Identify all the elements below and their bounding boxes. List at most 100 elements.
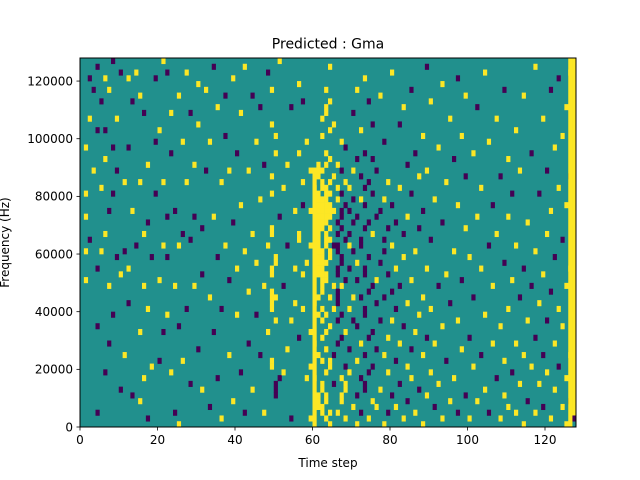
heatmap-cell — [486, 409, 492, 416]
heatmap-cell — [386, 369, 391, 376]
heatmap-cell — [452, 156, 457, 163]
heatmap-cell — [242, 409, 247, 416]
heatmap-cell — [335, 340, 340, 347]
heatmap-cell — [300, 305, 306, 312]
heatmap-cell — [525, 219, 530, 226]
chart-title: Predicted : Gma — [272, 37, 384, 53]
heatmap-cell — [320, 259, 325, 266]
heatmap-cell — [250, 92, 255, 99]
heatmap-cell — [378, 207, 383, 214]
heatmap-cell — [343, 328, 348, 336]
heatmap-cell — [393, 357, 399, 364]
heatmap-cell — [289, 104, 294, 111]
heatmap-cell — [382, 236, 387, 243]
heatmap-cell — [320, 115, 325, 122]
heatmap-cell — [362, 184, 368, 191]
heatmap-cell — [316, 259, 321, 266]
heatmap-cell — [324, 190, 329, 197]
heatmap-cell — [258, 196, 263, 203]
heatmap-cell — [564, 375, 569, 382]
heatmap-cell — [409, 346, 414, 353]
heatmap-cell — [273, 386, 278, 393]
heatmap-cell — [316, 161, 321, 168]
heatmap-cell — [517, 380, 523, 387]
heatmap-cell — [316, 242, 321, 249]
heatmap-cell — [103, 127, 108, 134]
heatmap-cell — [436, 282, 441, 289]
heatmap-cell — [335, 219, 340, 226]
x-tick-label: 40 — [227, 433, 242, 447]
heatmap-cell — [545, 317, 550, 324]
heatmap-cell — [328, 248, 333, 255]
heatmap-cell — [87, 236, 92, 243]
heatmap-cell — [440, 323, 445, 330]
heatmap-cell — [351, 317, 356, 324]
heatmap-cell — [122, 352, 127, 359]
heatmap-cell — [564, 282, 569, 289]
heatmap-cell — [560, 236, 565, 243]
heatmap-cell — [285, 242, 290, 249]
heatmap-cell — [335, 248, 340, 255]
heatmap-cell — [328, 409, 333, 416]
heatmap-cell — [366, 254, 371, 261]
heatmap-cell — [339, 392, 344, 399]
heatmap-cell — [390, 288, 395, 295]
heatmap-cell — [188, 380, 193, 387]
heatmap-cell — [362, 305, 368, 312]
heatmap-cell — [238, 202, 244, 209]
heatmap-cell — [471, 294, 476, 301]
heatmap-cell — [370, 328, 375, 336]
heatmap-cell — [215, 375, 220, 382]
heatmap-cell — [343, 380, 348, 387]
heatmap-cell — [347, 369, 352, 376]
heatmap-cell — [320, 357, 325, 364]
heatmap-cell — [273, 317, 278, 324]
heatmap-cell — [401, 323, 406, 330]
heatmap-cell — [471, 150, 476, 157]
heatmap-cell — [506, 403, 511, 411]
heatmap-cell — [424, 392, 430, 399]
heatmap-cell — [428, 305, 433, 312]
heatmap-cell — [498, 323, 503, 330]
heatmap-cell — [351, 196, 356, 203]
heatmap-cell — [316, 352, 321, 359]
heatmap-cell — [401, 104, 406, 111]
heatmap-cell — [300, 202, 306, 209]
heatmap-cell — [316, 190, 321, 197]
heatmap-cell — [258, 104, 263, 111]
heatmap-cell — [390, 202, 395, 209]
heatmap-cell — [413, 150, 418, 157]
heatmap-cell — [556, 363, 561, 370]
heatmap-cell — [328, 127, 333, 134]
heatmap-cell — [382, 138, 387, 145]
heatmap-cell — [393, 265, 399, 272]
heatmap-cell — [397, 184, 402, 191]
heatmap-cell — [525, 398, 530, 405]
heatmap-cell — [246, 340, 251, 347]
heatmap-cell — [436, 144, 441, 151]
heatmap-cell — [335, 300, 340, 307]
heatmap-cell — [227, 167, 232, 174]
heatmap-cell — [362, 386, 368, 393]
heatmap-cell — [452, 375, 457, 382]
heatmap-cell — [269, 357, 275, 364]
heatmap-cell — [196, 346, 201, 353]
heatmap-cell — [556, 305, 561, 312]
heatmap-cell — [138, 328, 143, 336]
heatmap-cell — [397, 380, 402, 387]
heatmap-cell — [370, 230, 375, 238]
heatmap-cell — [339, 138, 344, 145]
heatmap-cell — [328, 202, 333, 209]
heatmap-cell — [231, 219, 236, 226]
heatmap-cell — [339, 167, 344, 174]
heatmap-cell — [231, 75, 236, 82]
heatmap-cell — [176, 323, 182, 330]
heatmap-cell — [308, 328, 313, 336]
heatmap-cell — [316, 202, 321, 209]
heatmap-cell — [165, 69, 170, 76]
heatmap-cell — [564, 421, 569, 428]
heatmap-cell — [335, 271, 340, 278]
heatmap-cell — [328, 63, 333, 70]
heatmap-cell — [359, 409, 364, 416]
heatmap-cell — [308, 242, 313, 249]
